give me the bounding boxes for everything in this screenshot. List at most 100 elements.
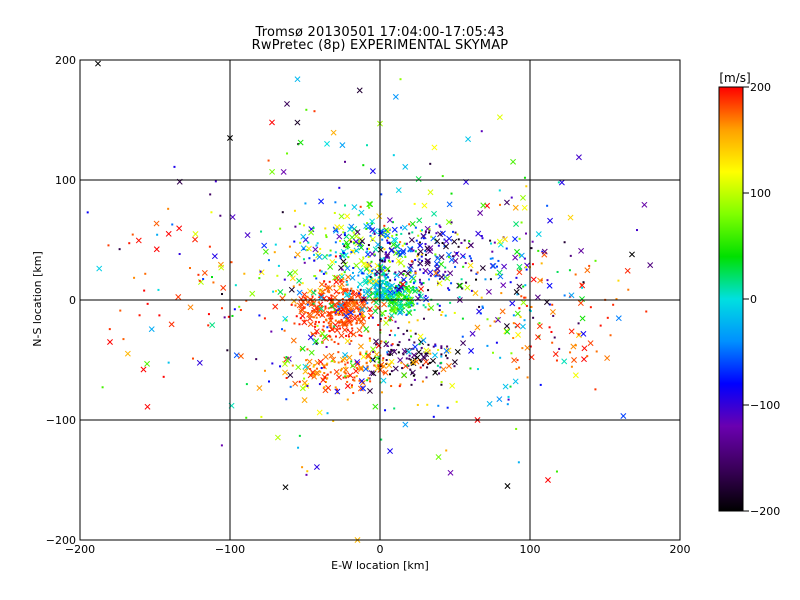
data-point-cross (374, 365, 381, 372)
data-point-dot (383, 267, 386, 270)
data-point-dot (351, 271, 354, 274)
data-point-dot (382, 371, 385, 374)
colorbar: [m/s] 200 100 0 −100 −200 (718, 71, 780, 518)
data-point-dot (410, 361, 413, 364)
data-point-cross (416, 217, 423, 224)
data-point-dot (434, 253, 437, 256)
data-point-dot (366, 379, 369, 382)
data-point-dot (343, 234, 346, 237)
data-point-cross (377, 282, 384, 289)
data-point-dot (586, 355, 589, 358)
data-point-dot (288, 245, 291, 248)
data-point-dot (305, 359, 308, 362)
data-point-cross (291, 298, 297, 305)
data-point-dot (305, 108, 308, 111)
data-point-dot (410, 383, 413, 386)
data-point-cross (301, 291, 308, 298)
data-point-dot (440, 353, 443, 356)
data-point-dot (531, 263, 534, 266)
data-point-dot (352, 392, 355, 395)
data-point-cross (274, 434, 281, 441)
data-point-cross (296, 302, 303, 309)
data-point-dot (479, 312, 482, 315)
data-point-dot (516, 293, 519, 296)
data-point-dot (307, 241, 310, 244)
data-point-cross (369, 168, 376, 175)
data-point-dot (191, 357, 194, 360)
data-point-dot (615, 298, 618, 301)
data-point-dot (440, 345, 443, 348)
data-point-dot (386, 281, 389, 284)
data-point-dot (412, 285, 415, 288)
data-point-cross (297, 139, 304, 146)
data-point-cross (165, 230, 172, 237)
data-point-cross (357, 343, 364, 350)
data-point-dot (414, 271, 417, 274)
data-point-dot (389, 279, 392, 282)
data-point-dot (156, 233, 159, 236)
data-point-dot (475, 272, 478, 275)
data-point-dot (314, 323, 317, 326)
data-point-dot (323, 372, 326, 375)
data-point-dot (402, 293, 405, 296)
data-point-dot (368, 247, 371, 250)
data-point-dot (446, 345, 449, 348)
data-point-cross (329, 326, 336, 333)
data-point-cross (282, 369, 288, 376)
data-point-dot (316, 324, 319, 327)
data-point-dot (306, 295, 309, 298)
data-point-cross (336, 374, 342, 381)
data-point-dot (357, 274, 360, 277)
data-point-cross (437, 231, 444, 238)
data-point-dot (452, 255, 455, 258)
data-point-cross (298, 296, 305, 302)
data-point-dot (133, 276, 136, 279)
colorbar-tick-label: −200 (750, 505, 780, 518)
data-point-cross (319, 330, 326, 337)
data-point-cross (175, 294, 182, 300)
data-point-cross (587, 340, 594, 347)
data-point-dot (480, 296, 483, 299)
data-point-cross (435, 454, 442, 461)
data-point-dot (366, 367, 369, 370)
data-point-dot (520, 221, 523, 224)
data-point-dot (394, 286, 397, 289)
data-point-dot (305, 473, 308, 476)
data-point-cross (511, 357, 518, 364)
data-point-dot (226, 349, 229, 352)
data-point-dot (365, 350, 368, 353)
data-point-cross (385, 227, 391, 234)
data-point-dot (409, 263, 412, 266)
data-point-cross (220, 284, 227, 291)
data-point-dot (424, 352, 427, 355)
data-point-dot (359, 353, 362, 356)
data-point-dot (359, 313, 362, 316)
data-point-cross (402, 363, 409, 369)
data-point-dot (381, 238, 384, 241)
data-point-dot (408, 338, 411, 341)
data-point-dot (526, 376, 529, 379)
data-point-dot (495, 273, 498, 276)
data-point-dot (594, 259, 597, 262)
data-point-dot (343, 371, 346, 374)
data-point-dot (345, 289, 348, 292)
data-point-dot (358, 308, 361, 311)
data-point-dot (486, 318, 489, 321)
data-point-dot (337, 324, 340, 327)
data-point-cross (393, 272, 400, 279)
data-point-cross (501, 263, 508, 270)
data-point-dot (338, 186, 341, 189)
data-point-dot (428, 361, 431, 364)
data-point-cross (317, 358, 324, 365)
data-point-dot (363, 294, 366, 297)
data-point-cross (229, 214, 236, 221)
data-point-dot (351, 320, 354, 323)
data-point-cross (390, 241, 397, 248)
data-point-dot (429, 274, 432, 277)
data-point-dot (424, 253, 427, 256)
data-point-cross (319, 312, 326, 318)
data-point-cross (547, 217, 553, 224)
data-point-dot (569, 254, 572, 257)
data-point-dot (389, 304, 392, 307)
data-point-dot (577, 322, 580, 325)
